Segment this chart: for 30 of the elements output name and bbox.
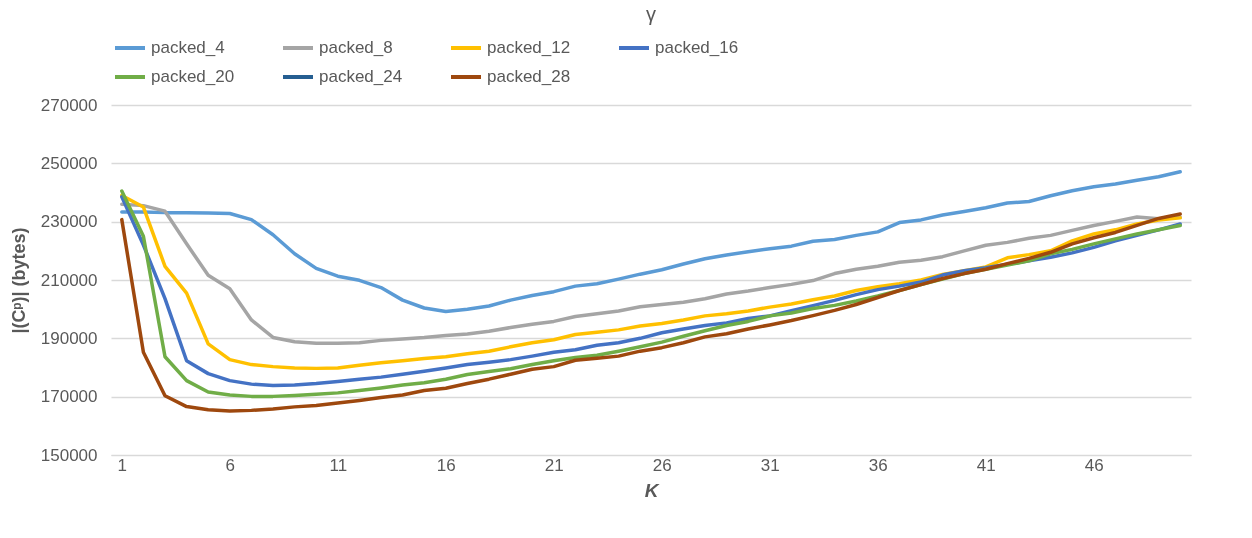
legend-label: packed_8: [319, 38, 393, 57]
y-tick-label: 270000: [40, 95, 98, 115]
x-tick-label: 31: [760, 455, 780, 475]
line-series: [120, 212, 1182, 413]
chart-title: γ: [646, 3, 656, 25]
y-tick-label: 210000: [40, 270, 98, 290]
x-tick-label: 11: [329, 455, 348, 475]
y-tick-label: 230000: [40, 212, 98, 232]
x-tick-label: 36: [868, 455, 888, 475]
x-tick-label: 21: [544, 455, 564, 475]
x-tick-label: 6: [225, 455, 236, 475]
y-tick-label: 150000: [40, 445, 98, 465]
y-tick-label: 250000: [40, 153, 98, 173]
x-tick-label: 1: [117, 455, 128, 475]
y-tick-label: 170000: [40, 387, 98, 407]
legend-label: packed_12: [487, 38, 571, 57]
legend-label: packed_4: [151, 38, 225, 57]
x-tick-label: 16: [436, 455, 456, 475]
line-series: [120, 202, 1182, 346]
y-tick-label: 190000: [40, 328, 98, 348]
legend-label: packed_28: [487, 67, 571, 86]
legend-label: packed_24: [319, 67, 403, 86]
line-series: [120, 170, 1182, 314]
x-tick-label: 46: [1084, 455, 1104, 475]
x-tick-label: 26: [652, 455, 672, 475]
legend-label: packed_20: [151, 67, 235, 86]
legend-label: packed_16: [655, 38, 739, 57]
x-axis-title: K: [644, 479, 660, 501]
y-axis-title: |(Cᵖ)| (bytes): [8, 227, 29, 334]
x-tick-label: 41: [976, 455, 996, 475]
